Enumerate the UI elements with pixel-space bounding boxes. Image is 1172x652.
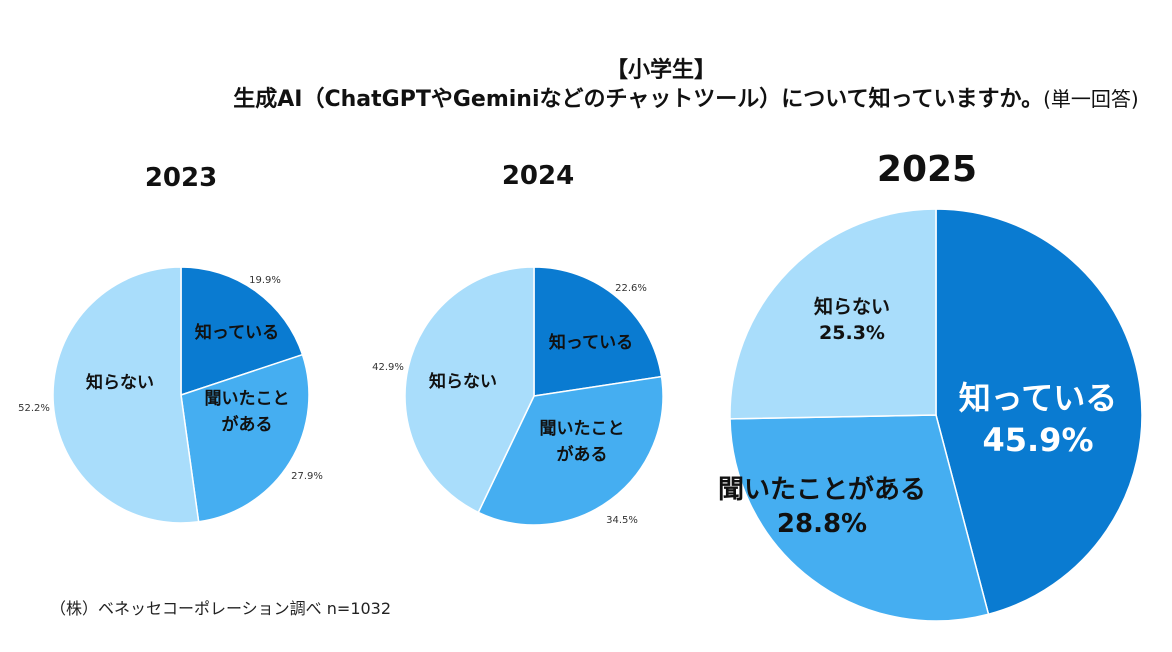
pie-chart-2025: 2025 知っている 45.9% 聞いたことがある 28.8% 知らない 25.3%: [718, 149, 1143, 622]
chart-title: 2023: [145, 163, 217, 193]
slice-label-know: 知っている: [548, 332, 633, 353]
slice-label-know: 知っている: [194, 322, 279, 343]
slice-label-line: 知っている: [548, 332, 633, 353]
chart-title: 2024: [502, 161, 574, 191]
header-question: 生成AI（ChatGPTやGeminiなどのチャットツール）について知っています…: [233, 87, 1044, 112]
slice-value-label-dont_know: 52.2%: [18, 403, 50, 414]
source-note: （株）ベネッセコーポレーション調べ n=1032: [50, 599, 392, 618]
slice-value-label-heard: 34.5%: [606, 515, 638, 526]
slice-value-label: 28.8%: [777, 509, 867, 539]
slice-value-label-dont_know: 42.9%: [372, 362, 404, 373]
slice-label-dont_know: 知らない: [85, 372, 154, 393]
slice-label-line: 聞いたこと: [205, 389, 290, 409]
pie-slice-dont_know: [52, 266, 200, 524]
slice-label-heard: 聞いたことがある: [205, 389, 290, 435]
header-category: 【小学生】: [605, 58, 716, 83]
pie-slice-heard: [729, 414, 990, 622]
pie-slice-heard: [477, 375, 664, 526]
slice-label-line: 知らない: [428, 371, 497, 392]
pie-slice-know: [533, 266, 663, 397]
slice-value-label-know: 19.9%: [249, 275, 281, 286]
pie-slice-know: [180, 266, 304, 397]
slice-label-know: 知っている 45.9%: [959, 379, 1117, 459]
slice-label-line: 知っている: [194, 322, 279, 343]
slice-label-heard: 聞いたことがある 28.8%: [718, 474, 926, 539]
slice-value-label: 25.3%: [819, 322, 885, 344]
slice-value-label-heard: 27.9%: [291, 471, 323, 482]
slice-label-line: 知らない: [85, 372, 154, 393]
pie-slice-heard: [180, 353, 310, 523]
chart-title: 2025: [877, 149, 977, 190]
slice-label-line: 知っている: [959, 379, 1117, 417]
pie-slice-know: [935, 208, 1143, 616]
header-question-line: 生成AI（ChatGPTやGeminiなどのチャットツール）について知っています…: [200, 84, 1172, 115]
slice-label-heard: 聞いたことがある: [540, 419, 625, 465]
header-answer-type: (単一回答): [1043, 87, 1139, 111]
pie-slice-dont_know: [729, 208, 937, 420]
slice-value-label: 45.9%: [982, 421, 1093, 459]
slice-label-line: 聞いたこと: [540, 419, 625, 439]
slice-label-line: がある: [222, 414, 273, 435]
slice-label-line: 知らない: [814, 295, 890, 318]
pie-slice-dont_know: [404, 266, 535, 514]
chart-header: 【小学生】 生成AI（ChatGPTやGeminiなどのチャットツール）について…: [0, 58, 1172, 115]
slice-label-line: がある: [557, 444, 608, 465]
slice-label-line: 聞いたことがある: [718, 474, 926, 505]
slice-label-dont_know: 知らない: [428, 371, 497, 392]
slice-label-dont_know: 知らない 25.3%: [814, 295, 890, 344]
slice-value-label-know: 22.6%: [615, 283, 647, 294]
